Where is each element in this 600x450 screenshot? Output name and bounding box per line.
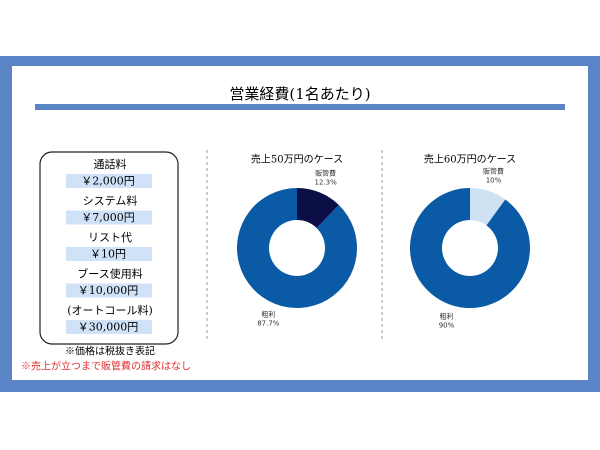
donut-slice	[236, 188, 357, 309]
note: ※価格は税抜き表記	[65, 345, 155, 358]
note: ※売上が立つまで販管費の請求はなし	[21, 360, 191, 373]
price-bg	[66, 320, 152, 334]
cost-price: ￥30,000円	[78, 321, 139, 334]
cost-label: システム料	[83, 194, 138, 208]
slice-value: 87.7%	[257, 319, 280, 327]
slice-label: 粗利	[440, 311, 454, 320]
slide-title: 営業経費(1名あたり)	[229, 85, 370, 103]
price-bg	[66, 283, 152, 298]
cost-label: リスト代	[88, 231, 132, 244]
slice-label: 販管費	[483, 167, 504, 176]
price-bg	[66, 174, 152, 188]
cost-label: 通話料	[94, 157, 127, 171]
cost-price: ￥10円	[90, 248, 126, 261]
slice-label: 販管費	[315, 169, 336, 178]
donut-slice	[297, 188, 339, 228]
cost-label: (オートコール料)	[67, 303, 153, 317]
slice-value: 12.3%	[315, 179, 338, 187]
slice-value: 90%	[439, 321, 455, 329]
cost-box	[39, 151, 179, 345]
chart-title: 売上50万円のケース	[251, 153, 343, 166]
title-bar	[35, 104, 565, 110]
price-bg	[66, 247, 152, 261]
slice-value: 10%	[486, 177, 502, 185]
cost-price: ￥10,000円	[78, 284, 139, 297]
cost-label: ブース使用料	[77, 267, 142, 281]
donut-slice	[470, 188, 506, 226]
cost-price: ￥7,000円	[81, 211, 135, 224]
cost-price: ￥2,000円	[81, 175, 135, 188]
slice-label: 粗利	[261, 309, 275, 318]
price-bg	[66, 210, 152, 225]
donut-slice	[409, 188, 530, 308]
chart-title: 売上60万円のケース	[424, 153, 516, 166]
